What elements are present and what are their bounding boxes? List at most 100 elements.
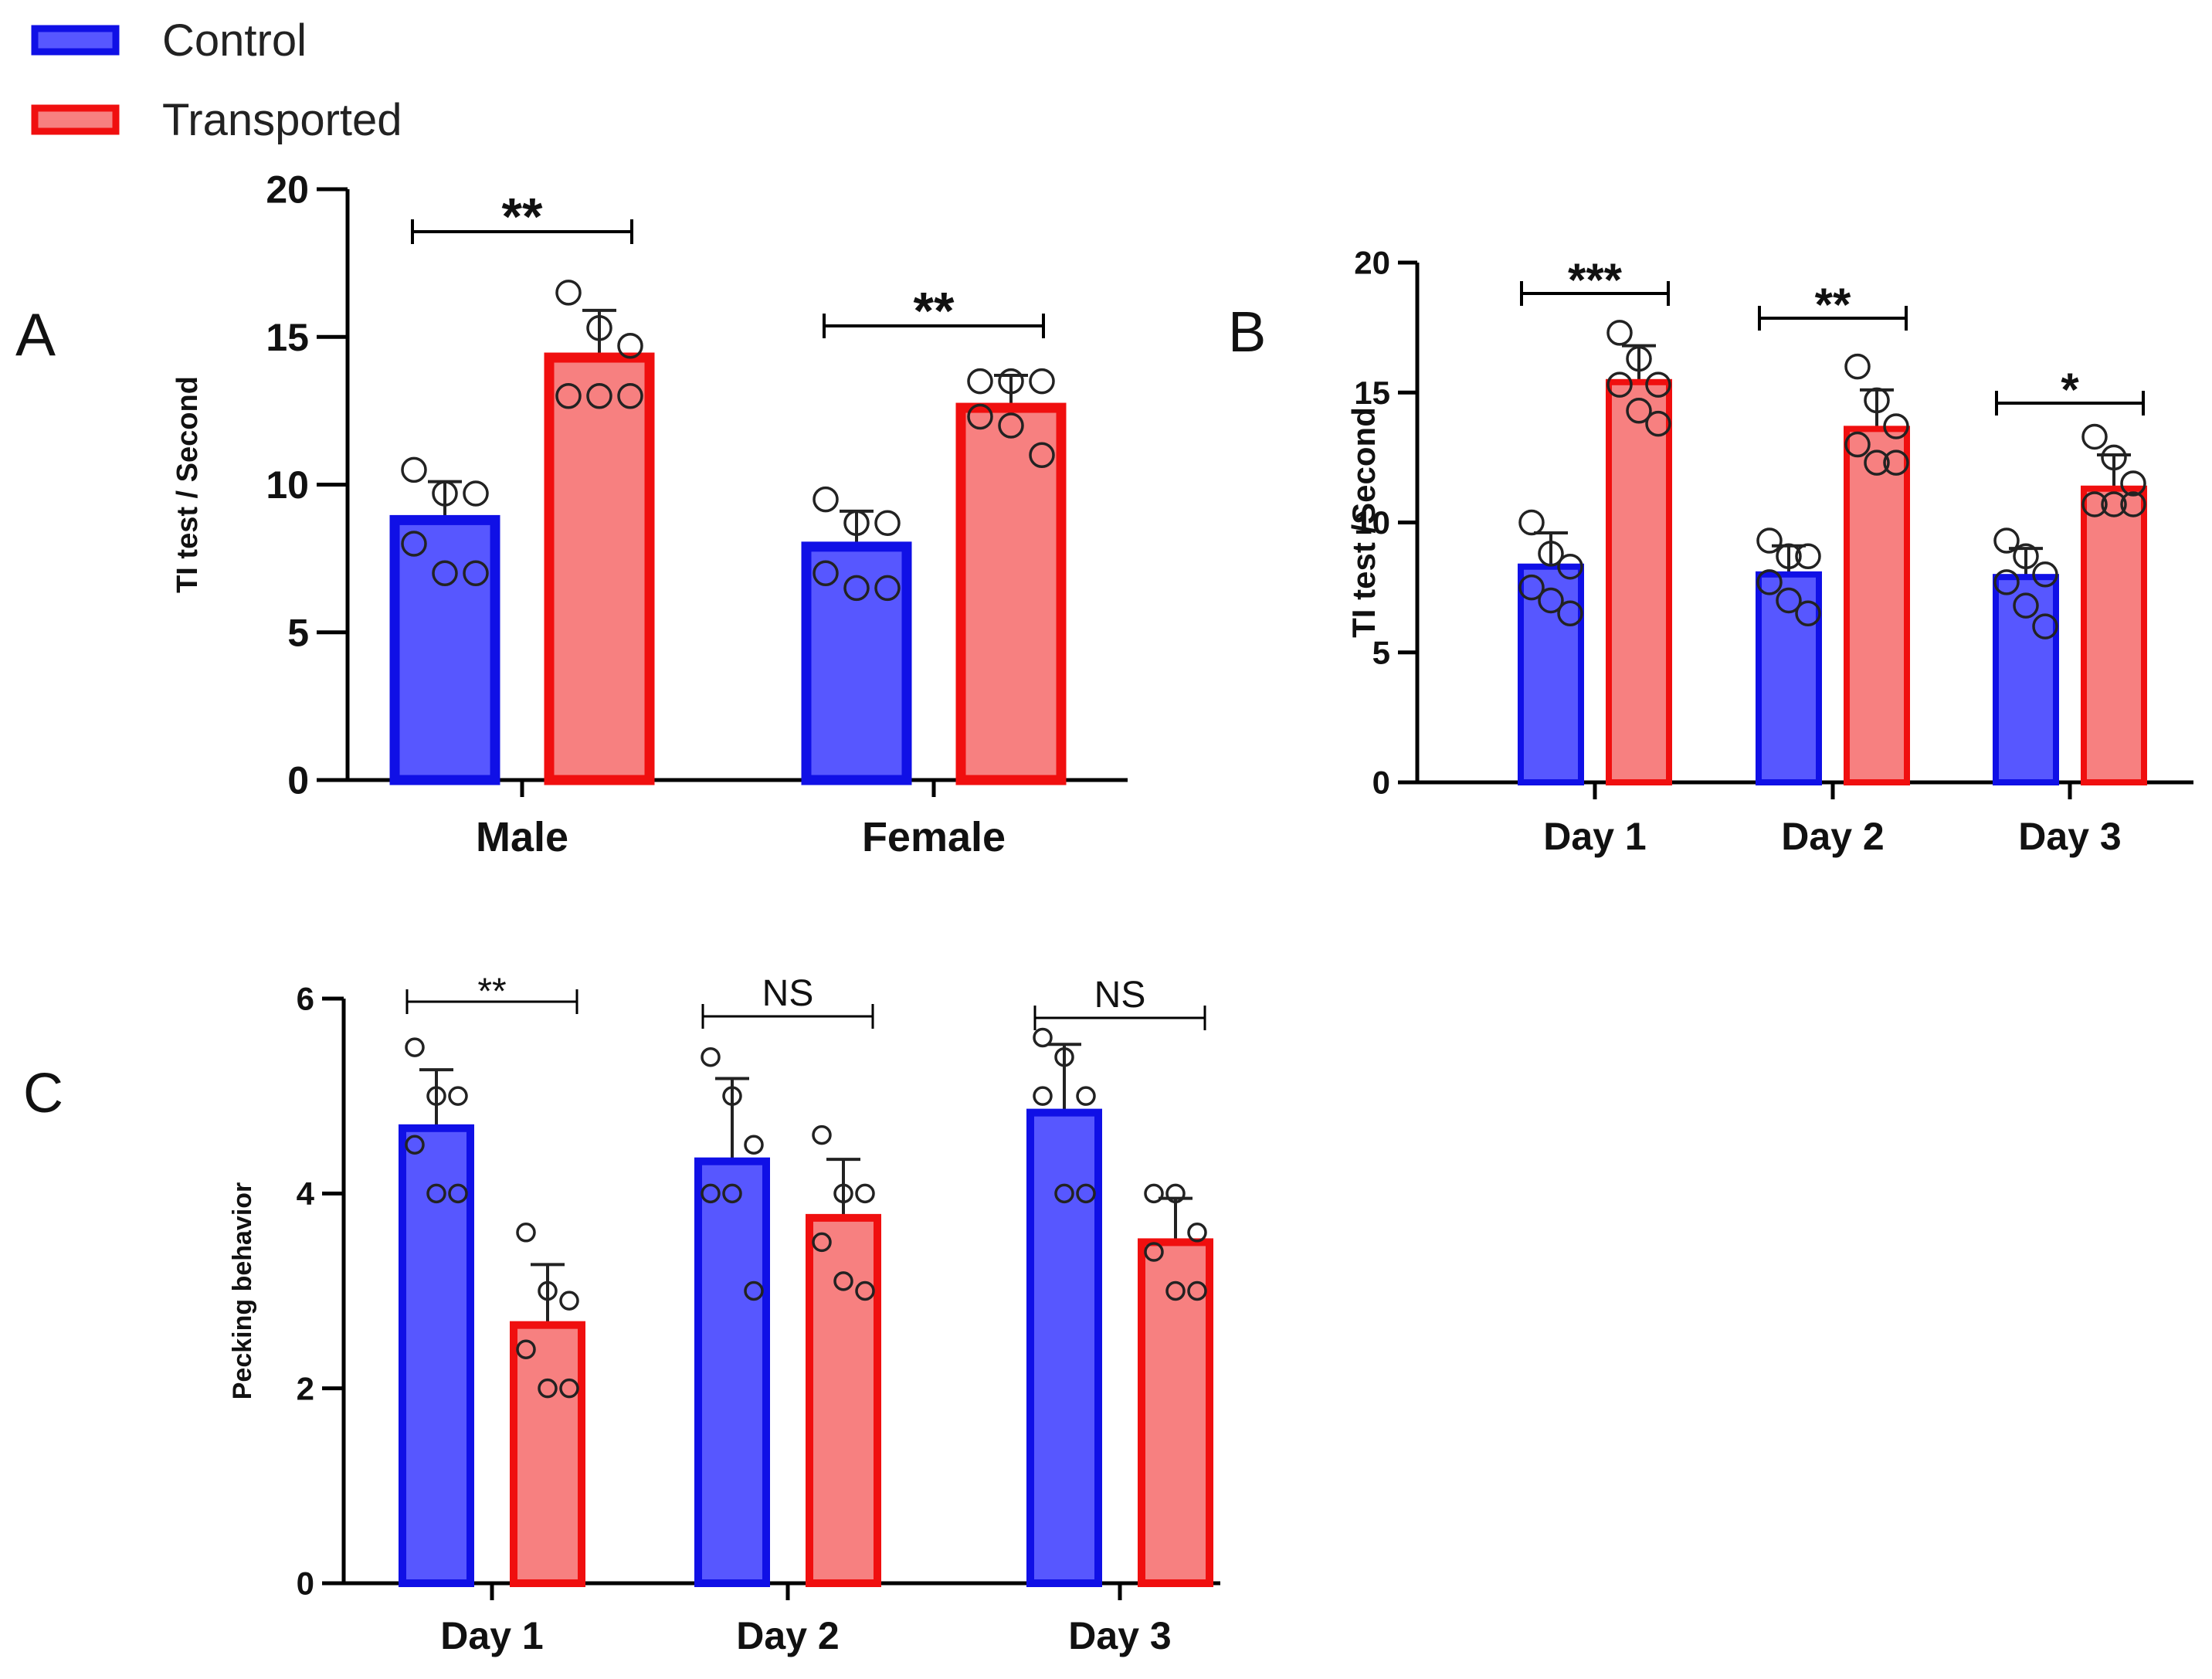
data-point bbox=[538, 1280, 558, 1301]
data-point bbox=[448, 1086, 468, 1106]
data-point bbox=[874, 575, 901, 602]
data-point bbox=[432, 480, 458, 507]
data-point bbox=[1776, 543, 1802, 569]
data-point bbox=[401, 456, 427, 483]
y-tick-label: 0 bbox=[297, 1565, 314, 1602]
data-point bbox=[722, 1183, 742, 1204]
data-point bbox=[1844, 353, 1871, 380]
y-axis-label: TI test /Second bbox=[1345, 407, 1382, 638]
legend-swatch-control bbox=[31, 25, 120, 56]
bar-control bbox=[389, 514, 500, 785]
data-point bbox=[1144, 1183, 1164, 1204]
data-point bbox=[701, 1046, 721, 1067]
panel-c: C 0 2 4 6 Pecking behavior Day 1 ** Day 2 NS Day 3… bbox=[23, 971, 1220, 1657]
data-point bbox=[2032, 561, 2058, 588]
data-point bbox=[701, 1183, 721, 1204]
data-point bbox=[1033, 1086, 1053, 1106]
y-tick-label: 2 bbox=[297, 1370, 314, 1406]
data-point bbox=[1187, 1280, 1207, 1301]
data-point bbox=[967, 368, 993, 395]
panel-b: B 0 5 10 15 20 TI test /Second Day 1 *** Day 2 ** D… bbox=[1228, 245, 2193, 858]
data-point bbox=[2101, 491, 2127, 517]
data-point bbox=[2081, 491, 2108, 517]
data-point bbox=[2101, 444, 2127, 471]
data-point bbox=[405, 1037, 425, 1057]
data-point bbox=[617, 383, 643, 409]
data-point bbox=[1645, 371, 1671, 398]
y-tick-label: 6 bbox=[297, 981, 314, 1017]
bar-transported bbox=[510, 1321, 585, 1587]
data-point bbox=[1795, 543, 1821, 569]
data-point bbox=[843, 510, 870, 536]
data-point bbox=[744, 1135, 764, 1155]
data-point bbox=[516, 1339, 536, 1359]
data-point bbox=[405, 1135, 425, 1155]
bar-transported bbox=[1138, 1238, 1213, 1587]
data-point bbox=[1187, 1223, 1207, 1243]
data-point bbox=[1165, 1280, 1186, 1301]
y-axis-label: Pecking behavior bbox=[228, 1182, 257, 1400]
data-point bbox=[2013, 592, 2039, 619]
data-point bbox=[812, 1124, 832, 1145]
data-point bbox=[1795, 600, 1821, 627]
panel-label: B bbox=[1228, 300, 1266, 364]
data-point bbox=[401, 531, 427, 557]
y-tick-label: 20 bbox=[1354, 245, 1390, 281]
data-point bbox=[998, 412, 1024, 439]
data-point bbox=[426, 1183, 446, 1204]
legend: Control Transported bbox=[31, 15, 402, 145]
legend-label-transported: Transported bbox=[162, 95, 402, 145]
data-point bbox=[1029, 442, 1055, 468]
bar-control bbox=[1756, 571, 1822, 785]
significance-label: *** bbox=[1568, 254, 1623, 306]
bar-control bbox=[801, 541, 912, 785]
y-tick-label: 0 bbox=[1372, 765, 1390, 801]
significance-label: * bbox=[2061, 364, 2079, 416]
y-tick-label: 20 bbox=[266, 168, 309, 212]
data-point bbox=[812, 1232, 832, 1253]
y-tick-label: 4 bbox=[297, 1175, 315, 1212]
significance-label: NS bbox=[762, 973, 814, 1014]
data-point bbox=[559, 1291, 579, 1311]
data-point bbox=[2081, 423, 2108, 450]
data-point bbox=[1626, 398, 1652, 424]
data-point bbox=[1993, 569, 2020, 595]
data-point bbox=[1144, 1242, 1164, 1262]
data-point bbox=[833, 1183, 853, 1204]
data-point bbox=[538, 1378, 558, 1399]
bar-transported bbox=[1606, 378, 1672, 786]
data-point bbox=[833, 1271, 853, 1291]
y-axis-label: TI test / Second bbox=[171, 376, 204, 593]
x-tick-label: Day 1 bbox=[1543, 815, 1646, 858]
data-point bbox=[2120, 470, 2146, 497]
y-tick-label: 15 bbox=[1354, 375, 1390, 411]
bar-control bbox=[1026, 1108, 1102, 1587]
data-point bbox=[1538, 587, 1564, 614]
data-point bbox=[1518, 574, 1545, 601]
significance-label: ** bbox=[502, 187, 543, 246]
data-point bbox=[586, 315, 612, 341]
data-point bbox=[1538, 541, 1564, 567]
data-point bbox=[1626, 345, 1652, 372]
panel-label: C bbox=[23, 1063, 63, 1124]
data-point bbox=[1076, 1086, 1096, 1106]
legend-swatch-transported bbox=[31, 104, 120, 135]
significance-label: ** bbox=[1815, 279, 1851, 331]
data-point bbox=[1864, 387, 1890, 414]
data-point bbox=[555, 280, 582, 306]
data-point bbox=[448, 1183, 468, 1204]
data-point bbox=[998, 368, 1024, 395]
data-point bbox=[813, 560, 839, 586]
bar-transported bbox=[2081, 485, 2147, 785]
data-point bbox=[555, 383, 582, 409]
data-point bbox=[432, 560, 458, 586]
x-tick-label: Day 3 bbox=[1068, 1614, 1171, 1657]
x-tick-label: Female bbox=[862, 814, 1006, 860]
data-point bbox=[1054, 1046, 1074, 1067]
data-point bbox=[426, 1086, 446, 1106]
data-point bbox=[855, 1280, 875, 1301]
data-point bbox=[1033, 1027, 1053, 1048]
data-point bbox=[722, 1086, 742, 1106]
data-point bbox=[617, 332, 643, 359]
data-point bbox=[855, 1183, 875, 1204]
